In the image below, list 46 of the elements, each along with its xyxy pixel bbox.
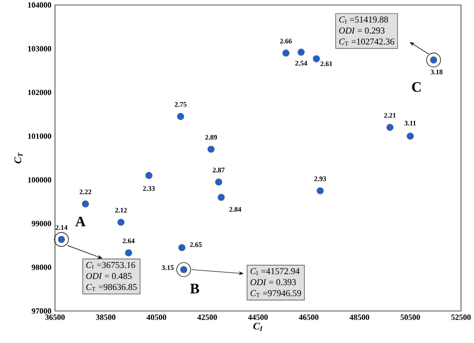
- x-tick-label: 40500: [146, 314, 166, 320]
- annotation: ODI = 0.293: [339, 27, 385, 34]
- point: [406, 132, 414, 140]
- y-tick-label: 99000: [32, 220, 52, 226]
- y-tick-label: 100000: [28, 177, 52, 183]
- x-tick-label: 42500: [197, 314, 217, 320]
- y-tick-label: 104000: [28, 2, 52, 8]
- x-tick-label: 52500: [451, 314, 471, 320]
- annotation: C$_{T}$ =97946.59: [250, 290, 302, 298]
- annotation: C$_{T}$ =98636.85: [86, 284, 137, 291]
- point: [177, 112, 184, 120]
- point: [312, 55, 320, 62]
- point: [82, 200, 89, 208]
- x-tick-label: 44500: [248, 314, 268, 320]
- y-tick-label: 103000: [28, 46, 52, 52]
- x-tick-label: 48500: [350, 314, 370, 320]
- point: [117, 218, 125, 226]
- point: [218, 194, 225, 201]
- y-axis-title: C$_{T}$: [14, 152, 23, 164]
- x-tick-label: 50500: [400, 314, 420, 320]
- point: [386, 124, 394, 131]
- annotation: C$_{T}$ =102742.36: [339, 38, 394, 46]
- y-tick-label: 98000: [32, 264, 52, 270]
- point: [208, 146, 215, 153]
- annotation: ODI = 0.393: [250, 279, 296, 286]
- y-tick-label: 101000: [28, 133, 52, 139]
- x-tick-label: 38500: [96, 314, 116, 320]
- point: [178, 244, 186, 252]
- x-tick-label: 46500: [298, 314, 318, 320]
- x-axis-title: C$_{I}$: [253, 322, 263, 331]
- y-tick-label: 97000: [32, 308, 52, 314]
- annotation: B: [190, 284, 200, 294]
- annotation: A: [75, 216, 86, 226]
- annotation: C$_{I}$ =36753.16: [86, 262, 136, 269]
- point: [125, 249, 132, 256]
- x-tick-label: 36500: [45, 314, 65, 320]
- point: [145, 172, 152, 180]
- annotation: C$_{I}$ =41572.94: [250, 268, 300, 276]
- annotation: C$_{I}$ =51419.88: [339, 16, 388, 24]
- point: [282, 50, 290, 57]
- y-tick-label: 102000: [28, 90, 52, 96]
- annotation: C: [412, 82, 421, 92]
- point: [215, 178, 222, 186]
- point: [298, 48, 305, 56]
- annotation: ODI = 0.485: [86, 272, 132, 280]
- point: [316, 187, 324, 194]
